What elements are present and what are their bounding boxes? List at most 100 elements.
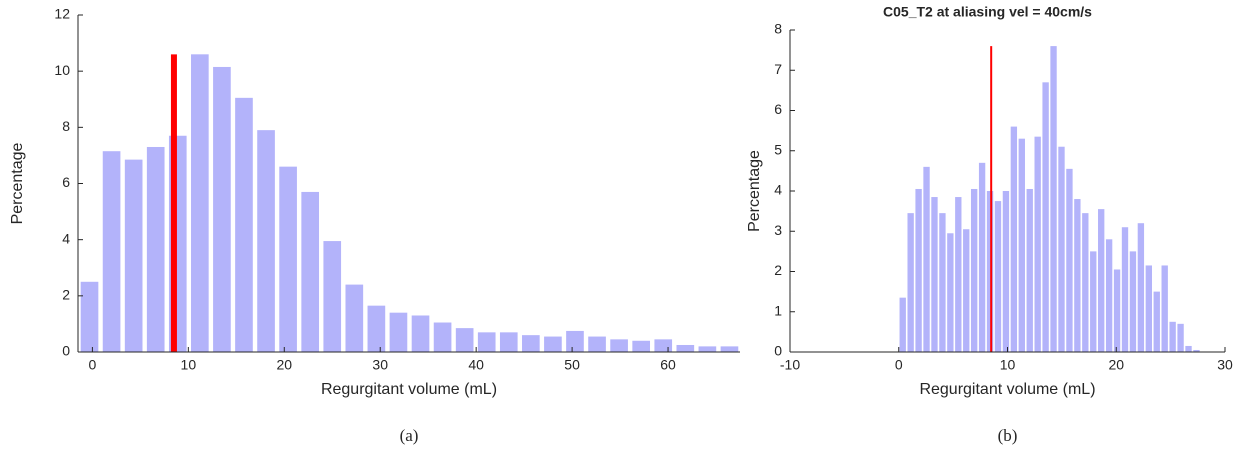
bar — [947, 233, 954, 352]
bar — [389, 312, 408, 352]
bar — [1177, 323, 1184, 352]
x-tick-label: 10 — [1000, 357, 1016, 373]
bar — [367, 305, 386, 352]
bar — [102, 151, 121, 352]
bar — [1098, 209, 1105, 352]
bar — [978, 162, 986, 352]
bar — [1121, 227, 1129, 352]
x-tick-label: -10 — [780, 357, 800, 373]
bar — [1026, 188, 1033, 352]
y-tick-label: 10 — [54, 62, 70, 78]
bar — [80, 281, 99, 352]
bar — [1058, 146, 1065, 352]
x-tick-label: 0 — [88, 357, 96, 373]
bar — [1113, 269, 1121, 352]
bar — [411, 315, 430, 352]
bar — [1034, 136, 1041, 352]
bar — [994, 201, 1002, 352]
bar — [923, 166, 930, 352]
x-tick-label: 40 — [468, 357, 484, 373]
bar — [1002, 191, 1010, 352]
bar — [146, 146, 165, 352]
bar — [455, 328, 474, 352]
x-tick-label: 20 — [276, 357, 292, 373]
y-tick-label: 2 — [62, 287, 70, 303]
bar — [986, 191, 994, 352]
bar — [588, 336, 606, 352]
bar — [654, 339, 673, 352]
y-tick-label: 4 — [774, 182, 782, 198]
caption: (b) — [998, 426, 1018, 445]
bar — [970, 188, 978, 352]
bar — [323, 241, 342, 352]
bar — [124, 159, 143, 352]
bar — [899, 297, 906, 352]
bar — [632, 340, 651, 352]
bar — [1185, 345, 1192, 352]
bar — [1082, 213, 1089, 352]
bar — [1129, 251, 1137, 352]
x-axis-label: Regurgitant volume (mL) — [321, 381, 497, 398]
y-tick-label: 6 — [774, 101, 782, 117]
bar — [931, 197, 938, 352]
x-tick-label: 20 — [1108, 357, 1124, 373]
bar — [1145, 265, 1152, 352]
bar — [939, 213, 946, 352]
bar — [1153, 291, 1160, 352]
y-axis-label: Percentage — [746, 150, 763, 232]
bar — [345, 284, 364, 352]
bar — [257, 130, 275, 352]
bar — [301, 191, 320, 352]
x-tick-label: 50 — [564, 357, 580, 373]
bar — [433, 322, 452, 352]
bar — [279, 166, 297, 352]
bar — [955, 197, 962, 352]
bar — [1018, 138, 1025, 352]
y-tick-label: 5 — [774, 141, 782, 157]
bar — [1010, 126, 1018, 352]
y-tick-label: 0 — [62, 343, 70, 359]
bar — [610, 339, 628, 352]
bar — [191, 54, 209, 353]
bar — [720, 346, 739, 352]
bar — [235, 97, 253, 353]
y-tick-label: 0 — [774, 343, 782, 359]
y-tick-label: 2 — [774, 262, 782, 278]
y-tick-label: 6 — [62, 174, 70, 190]
bar — [963, 229, 970, 352]
bar — [1066, 168, 1073, 352]
x-tick-label: 30 — [1217, 357, 1233, 373]
x-tick-label: 10 — [181, 357, 197, 373]
bar — [1042, 82, 1049, 352]
y-tick-label: 1 — [774, 302, 782, 318]
caption: (a) — [400, 426, 419, 445]
bar — [477, 332, 496, 352]
x-tick-label: 60 — [660, 357, 676, 373]
x-axis-label: Regurgitant volume (mL) — [919, 381, 1095, 398]
x-tick-label: 0 — [895, 357, 903, 373]
bar — [676, 344, 695, 352]
bar — [915, 188, 922, 352]
chart-title: C05_T2 at aliasing vel = 40cm/s — [883, 4, 1092, 20]
bar — [1074, 199, 1081, 352]
y-tick-label: 8 — [774, 21, 782, 37]
bar — [1050, 46, 1057, 352]
bar — [698, 346, 717, 352]
bar — [522, 335, 540, 352]
y-tick-label: 7 — [774, 61, 782, 77]
bar — [1105, 239, 1113, 352]
bar — [1137, 223, 1145, 352]
bar — [907, 213, 914, 352]
bar — [544, 336, 562, 352]
bar — [213, 66, 231, 353]
bar — [1161, 265, 1168, 352]
y-axis-label: Percentage — [9, 142, 26, 224]
bar — [1090, 251, 1097, 352]
bar — [1169, 321, 1176, 352]
bar — [566, 330, 584, 352]
y-tick-label: 4 — [62, 230, 70, 246]
y-tick-label: 12 — [54, 6, 70, 22]
y-tick-label: 8 — [62, 118, 70, 134]
bar — [499, 332, 518, 352]
